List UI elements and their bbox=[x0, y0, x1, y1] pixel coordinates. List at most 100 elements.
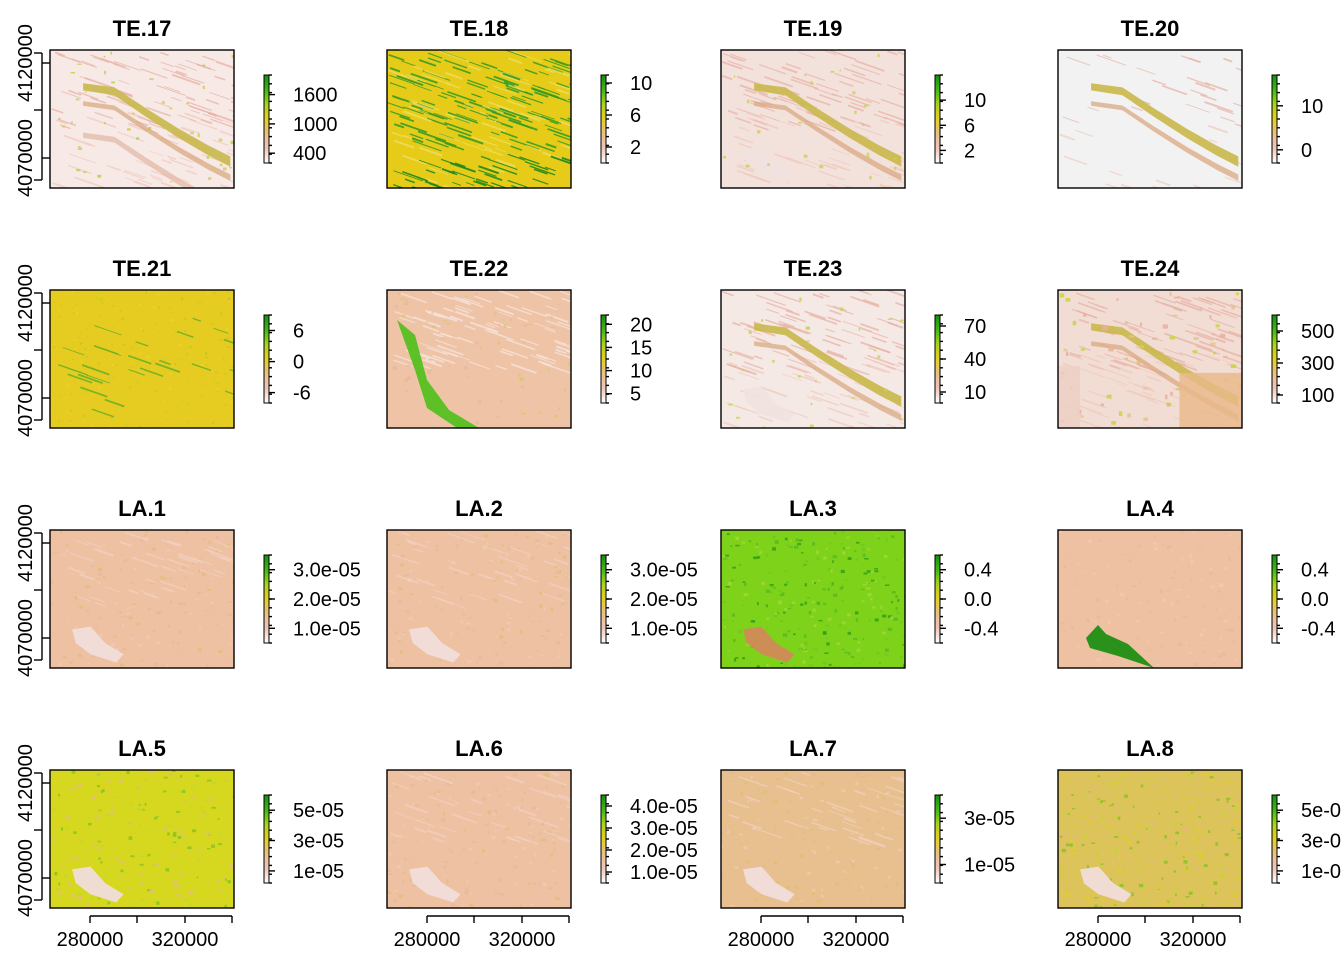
legend-tick-label: 4.0e-05 bbox=[630, 796, 698, 818]
panel-frame bbox=[386, 49, 572, 189]
panel-frame bbox=[720, 769, 906, 909]
legend-tick-label: 10 bbox=[630, 361, 652, 383]
raster-texture bbox=[721, 771, 905, 908]
y-tick-label: 4120000 bbox=[15, 744, 37, 822]
legend-colorbar bbox=[1271, 314, 1278, 404]
panel-frame bbox=[386, 289, 572, 429]
raster-texture bbox=[722, 531, 905, 668]
legend-tick-label: 2 bbox=[630, 137, 641, 159]
legend-tick-label: 5 bbox=[630, 384, 641, 406]
legend-tick-label: 1.0e-05 bbox=[630, 862, 698, 884]
legend-tick-label: 0 bbox=[1301, 140, 1312, 162]
legend-tick-label: 1600 bbox=[293, 85, 338, 107]
legend-tick-label: 15 bbox=[630, 337, 652, 359]
legend-tick-label: 2 bbox=[964, 140, 975, 162]
legend-tick-label: 70 bbox=[964, 316, 986, 338]
legend-tick-label: 5e-05 bbox=[293, 800, 344, 822]
x-tick-label: 320000 bbox=[1160, 929, 1227, 951]
panel-title: TE.23 bbox=[784, 256, 843, 281]
panel-title: LA.5 bbox=[118, 736, 166, 761]
legend-tick-label: 3.0e-05 bbox=[630, 818, 698, 840]
panel-frame bbox=[720, 529, 906, 669]
legend-tick-label: 10 bbox=[630, 73, 652, 95]
raster-fill bbox=[50, 770, 234, 908]
raster-texture bbox=[50, 290, 234, 428]
panel-te-21: TE.21 4120000 4070000 6 0 -6 bbox=[15, 256, 311, 437]
legend-tick-label: 3e-0 bbox=[1301, 831, 1341, 853]
x-tick-label: 320000 bbox=[823, 929, 890, 951]
legend-tick-label: 0.0 bbox=[964, 589, 992, 611]
raster-texture bbox=[387, 50, 571, 188]
panel-frame bbox=[720, 289, 906, 429]
legend-tick-label: 3.0e-05 bbox=[293, 560, 361, 582]
panel-te-24: TE.24 500 300 100 bbox=[1057, 256, 1334, 429]
raster-fill bbox=[1058, 530, 1242, 668]
raster-texture bbox=[387, 530, 571, 668]
legend-tick-label: 5e-0 bbox=[1301, 800, 1341, 822]
legend-colorbar bbox=[600, 794, 607, 884]
x-tick-label: 280000 bbox=[728, 929, 795, 951]
panel-te-23: TE.23 70 40 10 bbox=[720, 256, 986, 429]
raster-fill bbox=[721, 530, 905, 668]
legend-tick-label: 2.0e-05 bbox=[630, 840, 698, 862]
raster-fill bbox=[387, 50, 571, 188]
x-tick-label: 280000 bbox=[57, 929, 124, 951]
panel-frame bbox=[1057, 529, 1243, 669]
raster-fill bbox=[721, 770, 905, 908]
legend-colorbar bbox=[1271, 794, 1278, 884]
raster-texture bbox=[1059, 770, 1242, 908]
raster-fill bbox=[387, 530, 571, 668]
raster-texture bbox=[1059, 530, 1242, 668]
panel-la-3: LA.3 0.4 0.0 -0.4 bbox=[720, 496, 998, 669]
legend-tick-label: 0.4 bbox=[1301, 560, 1329, 582]
panel-la-2: LA.2 3.0e-05 2.0e-05 1.0e-05 bbox=[386, 496, 698, 669]
panel-frame bbox=[1057, 49, 1243, 189]
legend-tick-label: 1e-0 bbox=[1301, 861, 1341, 883]
panel-frame bbox=[49, 529, 235, 669]
legend-colorbar bbox=[263, 74, 270, 164]
panel-title: TE.20 bbox=[1121, 16, 1180, 41]
panel-frame bbox=[49, 49, 235, 189]
legend-tick-label: 2.0e-05 bbox=[293, 589, 361, 611]
x-tick-label: 280000 bbox=[1065, 929, 1132, 951]
panel-te-18: TE.18 10 6 2 bbox=[386, 16, 652, 189]
legend-colorbar bbox=[263, 314, 270, 404]
legend-tick-label: -0.4 bbox=[1301, 618, 1335, 640]
legend-tick-label: 300 bbox=[1301, 353, 1334, 375]
y-tick-label: 4070000 bbox=[15, 359, 37, 437]
panel-la-6: LA.6 280000 320000 4.0e-053.0e-052.0e-051.0… bbox=[386, 736, 698, 951]
panel-la-8: LA.8 280000 320000 5e-0 3e-0 1e-0 bbox=[1057, 736, 1341, 951]
legend-tick-label: 1e-05 bbox=[293, 861, 344, 883]
panel-title: TE.21 bbox=[113, 256, 172, 281]
legend-tick-label: 1.0e-05 bbox=[293, 618, 361, 640]
panel-frame bbox=[1057, 289, 1243, 429]
panel-frame bbox=[49, 769, 235, 909]
panel-la-5: LA.5 4120000 4070000 280000 320000 5e-05 3e-05… bbox=[15, 736, 344, 951]
x-tick-label: 320000 bbox=[489, 929, 556, 951]
raster-fill bbox=[50, 290, 234, 428]
panel-la-4: LA.4 0.4 0.0 -0.4 bbox=[1057, 496, 1335, 669]
legend-tick-label: 6 bbox=[630, 105, 641, 127]
legend-tick-label: 10 bbox=[964, 382, 986, 404]
legend-colorbar bbox=[1271, 74, 1278, 164]
panel-te-19: TE.19 10 6 2 bbox=[720, 16, 986, 189]
legend-tick-label: 1.0e-05 bbox=[630, 618, 698, 640]
y-tick-label: 4070000 bbox=[15, 119, 37, 197]
panel-title: LA.3 bbox=[789, 496, 837, 521]
raster-texture bbox=[721, 290, 905, 428]
legend-colorbar bbox=[263, 554, 270, 644]
panel-title: TE.19 bbox=[784, 16, 843, 41]
panel-frame bbox=[1057, 769, 1243, 909]
legend-tick-label: 40 bbox=[964, 349, 986, 371]
panel-frame bbox=[49, 289, 235, 429]
raster-texture bbox=[50, 770, 234, 908]
panel-la-7: LA.7 280000 320000 3e-05 1e-05 bbox=[720, 736, 1015, 951]
x-tick-label: 320000 bbox=[152, 929, 219, 951]
panel-title: LA.6 bbox=[455, 736, 503, 761]
panel-title: TE.24 bbox=[1121, 256, 1180, 281]
x-tick-label: 280000 bbox=[394, 929, 461, 951]
legend-tick-label: -0.4 bbox=[964, 618, 998, 640]
legend-tick-label: 20 bbox=[630, 314, 652, 336]
